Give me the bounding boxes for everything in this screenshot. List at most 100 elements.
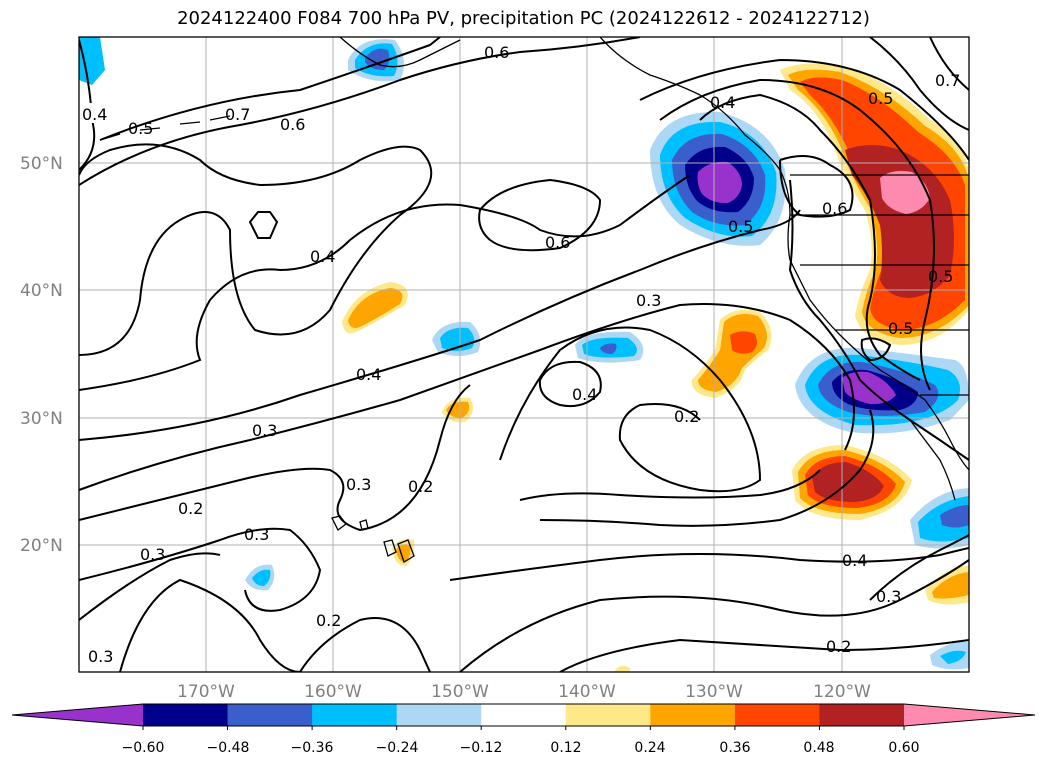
lat-label: 50°N <box>20 154 63 174</box>
colorbar: −0.60 −0.48 −0.36 −0.24 −0.12 0.12 0.24 … <box>11 703 1036 756</box>
pv-contour <box>860 337 892 362</box>
longitude-labels: 170°W 160°W 150°W 140°W 130°W 120°W <box>177 682 871 702</box>
colorbar-tick-label: 0.12 <box>550 740 581 756</box>
plot-area <box>79 37 969 672</box>
coastline-hawaii <box>383 539 397 557</box>
gridlines <box>79 37 969 672</box>
precip-pos-blob <box>845 145 954 298</box>
precip-neg-blob <box>940 505 969 528</box>
colorbar-extend-min <box>12 704 143 726</box>
contour-label: 0.7 <box>935 71 960 90</box>
pv-contour <box>248 211 279 239</box>
pv-contour <box>519 469 821 501</box>
colorbar-extend-max <box>904 704 1035 726</box>
contour-label: 0.2 <box>408 477 433 496</box>
colorbar-tick-label: −0.24 <box>376 740 419 756</box>
pv-contour <box>79 209 801 441</box>
contour-label: 0.2 <box>826 637 851 656</box>
contour-label: 0.3 <box>636 291 661 310</box>
contour-label: 0.2 <box>674 407 699 426</box>
pv-contour <box>869 37 969 131</box>
lon-label: 160°W <box>304 682 362 702</box>
precip-neg-blob <box>252 569 271 586</box>
latitude-labels: 50°N 40°N 30°N 20°N <box>20 154 63 556</box>
pv-contour <box>539 409 875 527</box>
lat-label: 30°N <box>20 409 63 429</box>
contour-label: 0.4 <box>842 551 867 570</box>
coastline-aleutians <box>99 115 231 141</box>
pv-contour <box>478 178 602 252</box>
colorbar-segment <box>312 704 398 726</box>
contour-label: 0.2 <box>178 499 203 518</box>
map-title: 2024122400 F084 700 hPa PV, precipitatio… <box>177 8 870 29</box>
contour-label: 0.5 <box>868 89 893 108</box>
contour-label: 0.4 <box>82 105 107 124</box>
pv-contour <box>449 547 969 581</box>
precip-neg-blob <box>940 650 966 664</box>
colorbar-tick-label: 0.24 <box>634 740 665 756</box>
pv-contour <box>929 37 969 91</box>
coastline-hawaii <box>397 539 415 563</box>
contour-label: 0.4 <box>310 247 335 266</box>
pv-contour <box>499 326 762 493</box>
colorbar-segment <box>565 704 651 726</box>
colorbar-tick-label: −0.12 <box>460 740 503 756</box>
pv-contour <box>699 93 921 381</box>
colorbar-segment <box>819 704 905 726</box>
contour-label: 0.6 <box>484 43 509 62</box>
lat-label: 20°N <box>20 536 63 556</box>
precip-neg-blob <box>365 48 390 70</box>
pv-contour <box>559 638 969 672</box>
pv-contour <box>538 360 602 408</box>
contour-label: 0.4 <box>356 365 381 384</box>
contour-label: 0.3 <box>140 545 165 564</box>
contour-label: 0.3 <box>244 525 269 544</box>
colorbar-segment <box>396 704 482 726</box>
pv-contour <box>639 58 969 161</box>
coastline-north-america <box>599 37 969 471</box>
plot-frame <box>78 36 970 673</box>
colorbar-segment <box>734 704 820 726</box>
lon-label: 140°W <box>558 682 616 702</box>
pv-contour <box>79 303 855 491</box>
colorbar-segment <box>143 704 229 726</box>
contour-label: 0.6 <box>545 233 570 252</box>
contour-label: 0.5 <box>728 217 753 236</box>
contour-labels: 0.4 0.5 0.7 0.6 0.6 0.4 0.5 0.6 0.5 0.4 … <box>80 43 960 666</box>
pv-contour <box>459 559 969 672</box>
pv-contour <box>79 174 691 391</box>
pv-contour <box>299 617 431 672</box>
colorbar-tick-label: −0.48 <box>207 740 250 756</box>
pv-contour <box>79 552 221 621</box>
pv-contour <box>99 37 441 141</box>
colorbar-tick-label: 0.60 <box>888 740 919 756</box>
colorbar-segments <box>11 703 1036 730</box>
colorbar-tick-label: 0.36 <box>719 740 750 756</box>
colorbar-segment <box>650 704 736 726</box>
lon-label: 130°W <box>685 682 743 702</box>
colorbar-ticks: −0.60 −0.48 −0.36 −0.24 −0.12 0.12 0.24 … <box>122 740 920 756</box>
lon-label: 150°W <box>431 682 489 702</box>
contour-label: 0.3 <box>876 587 901 606</box>
contour-label: 0.4 <box>572 385 597 404</box>
contour-label: 0.3 <box>252 421 277 440</box>
contour-label-bg <box>80 103 102 123</box>
precip-pos-blob <box>730 331 757 354</box>
pv-contour <box>788 179 969 461</box>
pv-contour <box>79 143 433 356</box>
colorbar-tick-label: 0.48 <box>803 740 834 756</box>
colorbar-tick-label: −0.60 <box>122 740 165 756</box>
precip-pos-blob <box>932 572 969 599</box>
pv-contour <box>119 578 301 672</box>
colorbar-tick-label: −0.36 <box>291 740 334 756</box>
coastlines <box>99 37 969 563</box>
colorbar-segment <box>481 704 567 726</box>
pv-contour <box>869 534 969 601</box>
colorbar-segment <box>227 704 313 726</box>
pv-contour <box>79 384 471 532</box>
lon-label: 170°W <box>177 682 235 702</box>
precip-pos-blob <box>614 665 630 672</box>
coastline-baja <box>909 419 956 501</box>
pv-contours <box>79 37 969 672</box>
